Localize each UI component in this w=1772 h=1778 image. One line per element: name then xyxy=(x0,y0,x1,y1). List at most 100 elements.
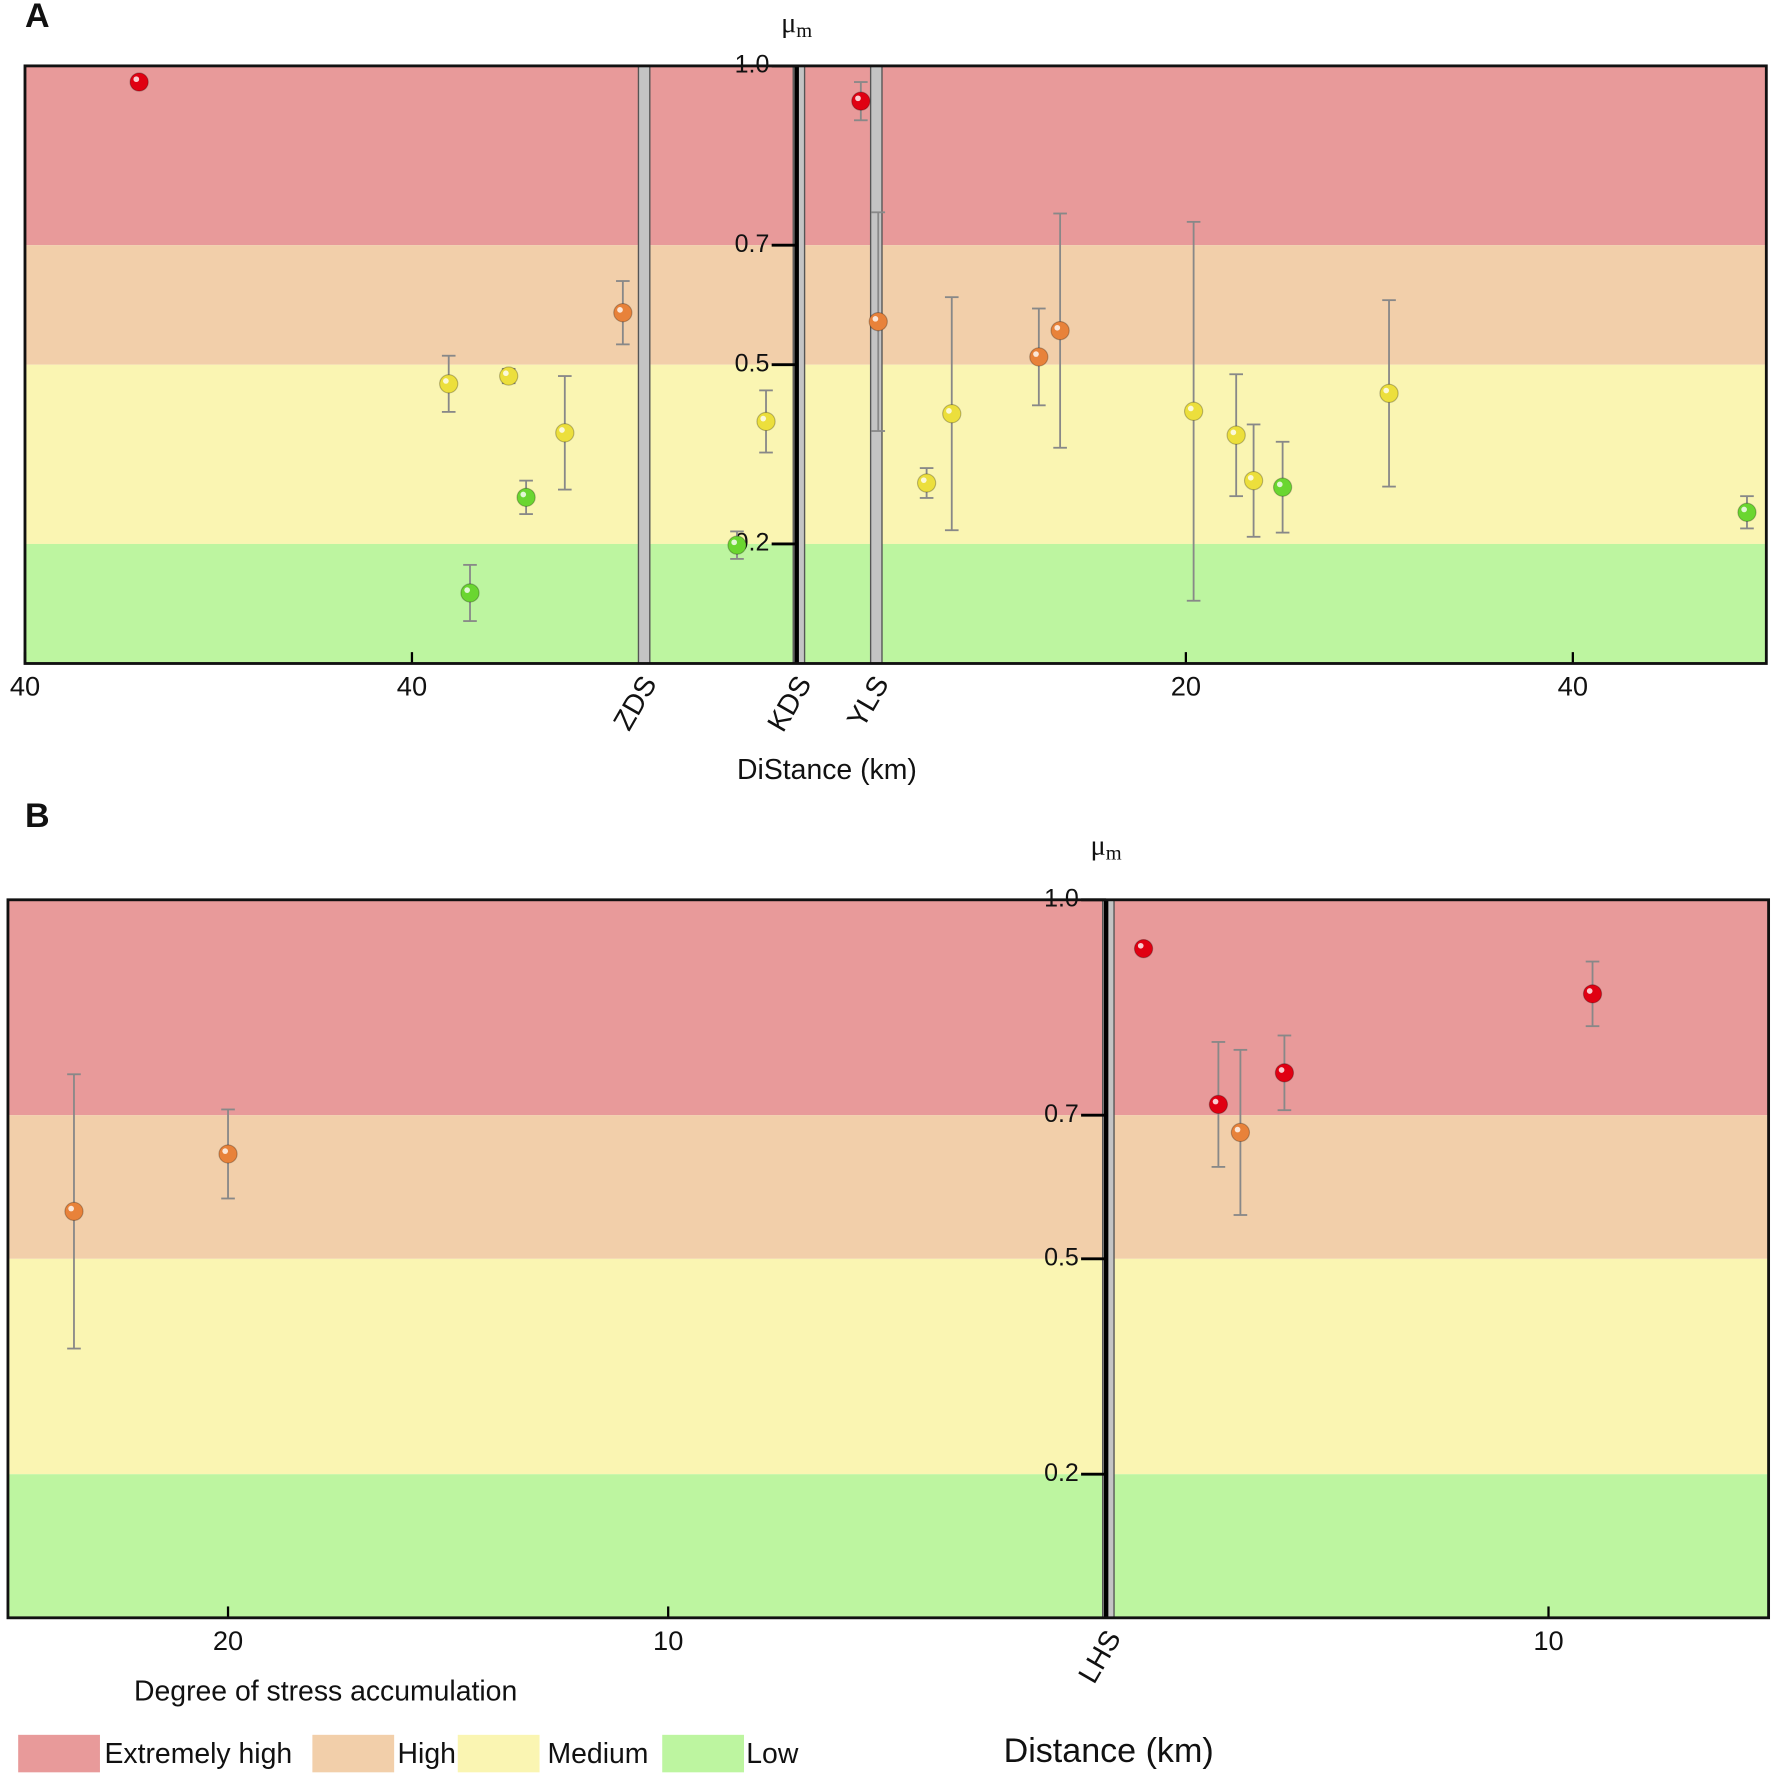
panel-label: A xyxy=(25,0,50,35)
point-highlight xyxy=(617,307,623,313)
legend-label: Extremely high xyxy=(105,1738,293,1770)
panel-label: B xyxy=(25,797,50,835)
y-tick-label: 0.7 xyxy=(1044,1100,1079,1128)
point-highlight xyxy=(920,477,927,484)
x-tick-label: 40 xyxy=(397,671,427,702)
data-point xyxy=(868,312,888,332)
fault-label: ZDS xyxy=(607,671,663,736)
point-highlight xyxy=(1187,405,1194,412)
legend-swatch xyxy=(662,1734,745,1773)
data-point xyxy=(555,423,575,443)
point-highlight xyxy=(222,1148,229,1154)
legend-label: High xyxy=(398,1738,456,1770)
point-highlight xyxy=(946,408,952,414)
x-tick-label: 20 xyxy=(213,1625,243,1656)
stress-band xyxy=(24,65,1767,246)
y-tick-label: 0.5 xyxy=(1044,1243,1079,1271)
y-axis-label: μm xyxy=(1091,830,1122,864)
data-point xyxy=(439,374,459,394)
point-highlight xyxy=(559,427,565,433)
fault-label: YLS xyxy=(841,671,896,733)
data-point xyxy=(1737,502,1757,522)
fault-label: KDS xyxy=(761,671,818,738)
point-highlight xyxy=(855,95,861,102)
data-point xyxy=(1208,1094,1229,1115)
point-highlight xyxy=(443,378,449,384)
data-point xyxy=(1050,320,1070,341)
legend-swatch xyxy=(457,1734,540,1773)
data-point xyxy=(460,583,480,603)
data-point xyxy=(516,487,536,508)
stress-band xyxy=(7,1115,1769,1259)
data-point xyxy=(1029,347,1049,367)
y-tick-label: 0.2 xyxy=(1044,1459,1079,1487)
x-tick-label: 10 xyxy=(653,1625,683,1656)
data-point xyxy=(1226,425,1246,445)
y-label-subscript: m xyxy=(1106,842,1122,864)
data-point xyxy=(1243,470,1264,491)
x-axis-label: DiStance (km) xyxy=(737,754,917,786)
y-label-symbol: μ xyxy=(781,8,796,39)
stress-band xyxy=(7,1474,1769,1618)
y-axis-label: μm xyxy=(781,8,812,42)
y-label-symbol: μ xyxy=(1091,830,1106,861)
x-axis-label: Distance (km) xyxy=(1004,1732,1214,1770)
data-point xyxy=(499,366,519,386)
data-point xyxy=(942,404,962,424)
point-highlight xyxy=(1383,387,1390,394)
data-point xyxy=(64,1201,84,1222)
data-point xyxy=(218,1144,238,1164)
plot-frame xyxy=(23,64,1768,665)
point-highlight xyxy=(1278,1067,1285,1073)
data-point xyxy=(1274,1063,1295,1083)
point-highlight xyxy=(731,539,738,546)
legend-swatch xyxy=(18,1734,100,1773)
point-highlight xyxy=(1276,481,1283,488)
point-highlight xyxy=(1247,474,1254,481)
point-highlight xyxy=(133,76,140,83)
point-highlight xyxy=(1212,1098,1219,1105)
point-highlight xyxy=(1741,506,1747,513)
legend-title: Degree of stress accumulation xyxy=(134,1675,517,1707)
data-point xyxy=(129,72,149,92)
data-point xyxy=(1582,984,1603,1004)
data-point xyxy=(727,535,747,555)
point-highlight xyxy=(503,370,509,377)
point-highlight xyxy=(1054,324,1061,331)
fault-zone xyxy=(637,65,651,665)
legend-swatch xyxy=(312,1734,395,1773)
data-point xyxy=(613,303,633,323)
point-highlight xyxy=(872,315,879,322)
stress-band xyxy=(24,364,1767,544)
stress-band xyxy=(24,245,1767,365)
data-point xyxy=(1379,383,1399,404)
data-point xyxy=(1230,1122,1251,1143)
y-tick-label: 0.7 xyxy=(735,230,770,258)
data-point xyxy=(1133,938,1154,959)
legend-label: Low xyxy=(746,1738,799,1770)
fault-label: LHS xyxy=(1072,1625,1127,1689)
x-tick-label: 40 xyxy=(10,671,40,702)
point-highlight xyxy=(1137,942,1144,949)
stress-band xyxy=(7,1258,1769,1475)
y-label-subscript: m xyxy=(796,19,812,41)
legend-label: Medium xyxy=(548,1738,649,1770)
point-highlight xyxy=(464,587,470,593)
x-tick-label: 10 xyxy=(1533,1625,1563,1656)
fault-zone xyxy=(869,65,883,665)
point-highlight xyxy=(68,1205,74,1212)
data-point xyxy=(756,411,776,432)
data-point xyxy=(851,91,871,111)
data-point xyxy=(1183,401,1204,421)
data-point xyxy=(1272,477,1293,497)
x-tick-label: 40 xyxy=(1558,671,1588,702)
point-highlight xyxy=(1586,988,1593,994)
x-tick-label: 20 xyxy=(1171,671,1201,702)
plot-frame xyxy=(6,898,1771,1620)
stress-band xyxy=(24,543,1767,664)
point-highlight xyxy=(520,491,527,498)
point-highlight xyxy=(760,415,767,422)
y-tick-label: 0.5 xyxy=(735,349,770,377)
data-point xyxy=(916,473,937,493)
